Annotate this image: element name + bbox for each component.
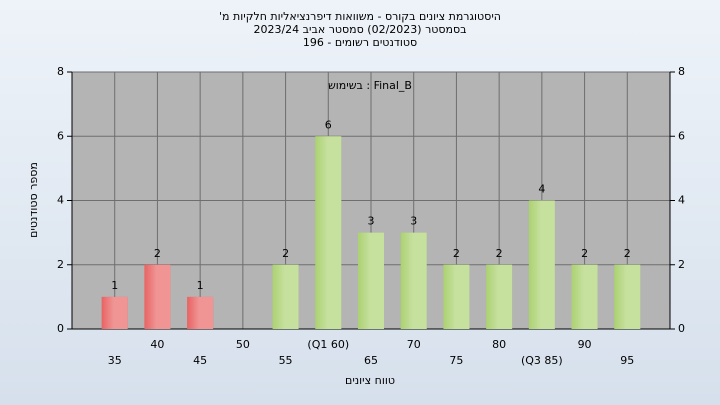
data-label: 2	[624, 247, 631, 260]
x-tick-label: 70	[407, 338, 421, 351]
bar-shine	[101, 296, 128, 329]
x-tick-label: 65	[364, 354, 378, 367]
y-tick-label: 8	[57, 65, 64, 78]
x-tick-label: 35	[108, 354, 122, 367]
x-tick-label: 50	[236, 338, 250, 351]
bar-shine	[571, 264, 598, 329]
x-tick-label: 40	[150, 338, 164, 351]
data-label: 2	[496, 247, 503, 260]
bar-shine	[486, 264, 513, 329]
bar-shine	[144, 264, 171, 329]
bar-shine	[187, 296, 214, 329]
y-tick-label: 2	[57, 258, 64, 271]
x-tick-label: 95	[620, 354, 634, 367]
y-tick-label: 8	[678, 65, 685, 78]
x-tick-label: 45	[193, 354, 207, 367]
y-axis-label: מספר סטודנטים	[27, 162, 40, 238]
chart-subtitle: בסמסטר (02/2023) סמסטר אביב 2023/24	[253, 23, 466, 36]
x-tick-label: 90	[578, 338, 592, 351]
annotation: Final_B : בשימוש	[328, 79, 412, 92]
data-label: 1	[197, 279, 204, 292]
y-tick-label: 0	[57, 322, 64, 335]
chart-subtitle: סטודנטים רשומים - 196	[303, 36, 417, 49]
data-label: 2	[282, 247, 289, 260]
y-tick-label: 2	[678, 258, 685, 271]
data-label: 2	[154, 247, 161, 260]
bar-shine	[443, 264, 470, 329]
x-axis-label: טווח ציונים	[345, 374, 395, 387]
data-label: 1	[111, 279, 118, 292]
x-tick-label: (Q3 85)	[521, 354, 563, 367]
bar-shine	[358, 232, 384, 329]
x-tick-label: (Q1 60)	[307, 338, 349, 351]
y-tick-label: 4	[678, 194, 685, 207]
x-tick-label: 80	[492, 338, 506, 351]
y-tick-label: 6	[57, 129, 64, 142]
bar-shine	[614, 264, 641, 329]
x-tick-label: 55	[279, 354, 293, 367]
data-label: 4	[538, 183, 545, 196]
y-tick-label: 4	[57, 194, 64, 207]
data-label: 3	[368, 215, 375, 228]
data-label: 2	[581, 247, 588, 260]
x-tick-label: 75	[449, 354, 463, 367]
bar-shine	[315, 136, 342, 329]
bar-shine	[272, 264, 299, 329]
data-label: 3	[410, 215, 417, 228]
data-label: 2	[453, 247, 460, 260]
chart-title: היסטוגרמת ציונים בקורס - משוואות דיפרנצי…	[219, 10, 501, 23]
bar-shine	[528, 200, 555, 329]
data-label: 6	[325, 118, 332, 131]
y-tick-label: 0	[678, 322, 685, 335]
bar-shine	[400, 232, 427, 329]
y-tick-label: 6	[678, 129, 685, 142]
